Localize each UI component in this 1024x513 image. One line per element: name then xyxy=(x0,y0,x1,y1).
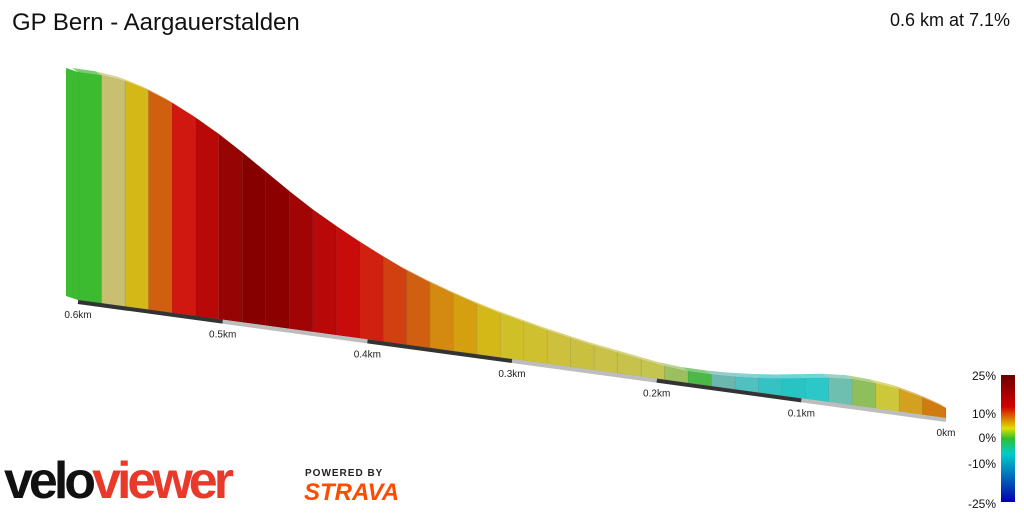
profile-slice xyxy=(382,255,407,345)
profile-slice-top xyxy=(869,379,900,390)
profile-slice-top xyxy=(517,318,548,331)
profile-slice-top xyxy=(658,362,688,372)
x-tick-label: 0.1km xyxy=(788,408,815,419)
profile-slice xyxy=(171,102,196,317)
profile-slice xyxy=(288,190,313,333)
profile-slice xyxy=(218,133,243,323)
profile-slice-top xyxy=(400,266,430,283)
profile-slice-top xyxy=(236,148,266,172)
legend-label: -10% xyxy=(968,457,996,471)
profile-slice xyxy=(804,377,830,403)
legend-label: 10% xyxy=(972,407,996,421)
distance-ticks: 0km 0.1km 0.2km 0.3km 0.4km 0.5km 0.6km xyxy=(64,310,955,439)
profile-slice xyxy=(781,377,806,400)
profile-slice xyxy=(453,293,478,355)
legend-color-bar xyxy=(1001,375,1015,502)
profile-slice-top xyxy=(376,252,407,271)
powered-by-label: POWERED BY xyxy=(305,468,384,479)
profile-slice-top xyxy=(212,130,243,153)
x-tick-label: 0km xyxy=(937,428,956,439)
profile-slice-top xyxy=(189,113,219,135)
profile-slice-top xyxy=(447,289,477,305)
profile-slice-top xyxy=(118,77,149,91)
profile-slice xyxy=(194,116,220,320)
profile-end-face xyxy=(66,68,78,300)
legend-label: -25% xyxy=(968,497,996,511)
profile-slice xyxy=(335,225,360,339)
profile-baseline xyxy=(77,300,947,422)
baseline-segment xyxy=(511,359,657,383)
x-tick-label: 0.4km xyxy=(354,349,381,360)
profile-slice-top xyxy=(541,326,571,339)
profile-slice-top xyxy=(916,393,946,408)
profile-slice xyxy=(828,377,853,406)
x-tick-label: 0.6km xyxy=(64,310,91,321)
profile-slice-top xyxy=(893,385,923,398)
profile-slice xyxy=(406,269,431,349)
profile-slice-top xyxy=(611,348,642,360)
strava-logo[interactable]: STRAVA xyxy=(304,479,400,506)
profile-slice xyxy=(124,80,149,310)
profile-slice-top xyxy=(142,86,172,103)
profile-slice-top xyxy=(635,355,665,367)
profile-title: GP Bern - Aargauerstalden xyxy=(12,9,300,36)
profile-slice-top xyxy=(72,68,102,76)
svg-text:veloviewer: veloviewer xyxy=(4,452,234,508)
profile-slice-top xyxy=(95,71,125,82)
profile-slices xyxy=(66,68,947,419)
profile-slice xyxy=(312,208,337,336)
profile-slice xyxy=(241,151,266,326)
profile-slice-top xyxy=(775,374,806,379)
profile-slice-top xyxy=(752,374,782,379)
baseline-segment xyxy=(367,339,513,363)
profile-slice-top xyxy=(330,221,360,242)
legend-label: 0% xyxy=(979,431,997,445)
profile-slice-top xyxy=(283,186,313,210)
x-tick-label: 0.3km xyxy=(498,369,525,380)
profile-slice xyxy=(851,378,876,409)
profile-slice xyxy=(265,171,290,330)
profile-summary: 0.6 km at 7.1% xyxy=(889,10,1010,30)
profile-slice-top xyxy=(705,370,735,377)
profile-slice-top xyxy=(728,372,759,379)
profile-slice xyxy=(101,74,126,307)
baseline-segment xyxy=(222,319,368,344)
profile-slice-top xyxy=(564,334,595,346)
gradient-legend: 25% 10% 0% -10% -25% xyxy=(968,369,1015,511)
profile-slice-top xyxy=(822,373,853,380)
profile-slice-top xyxy=(259,167,290,191)
profile-slice-top xyxy=(353,237,383,257)
baseline-segment xyxy=(656,378,802,403)
veloviewer-logo[interactable]: veloviewer xyxy=(4,446,294,513)
profile-slice-top xyxy=(306,205,337,226)
profile-slice-top xyxy=(165,98,196,118)
profile-slice-top xyxy=(423,278,454,294)
baseline-segment xyxy=(77,300,223,324)
x-tick-label: 0.5km xyxy=(209,330,236,341)
profile-slice-top xyxy=(846,375,876,384)
profile-slice xyxy=(429,281,454,352)
legend-label: 25% xyxy=(972,369,996,383)
profile-slice xyxy=(922,397,947,419)
x-tick-label: 0.2km xyxy=(643,389,670,400)
profile-slice-top xyxy=(681,367,712,375)
profile-slice-top xyxy=(494,309,524,323)
profile-slice-top xyxy=(470,300,501,314)
profile-slice xyxy=(359,241,384,342)
profile-slice-top xyxy=(588,341,618,353)
profile-slice xyxy=(77,71,102,304)
baseline-segment xyxy=(801,398,947,422)
profile-slice-top xyxy=(799,373,829,379)
profile-slice xyxy=(148,90,173,314)
